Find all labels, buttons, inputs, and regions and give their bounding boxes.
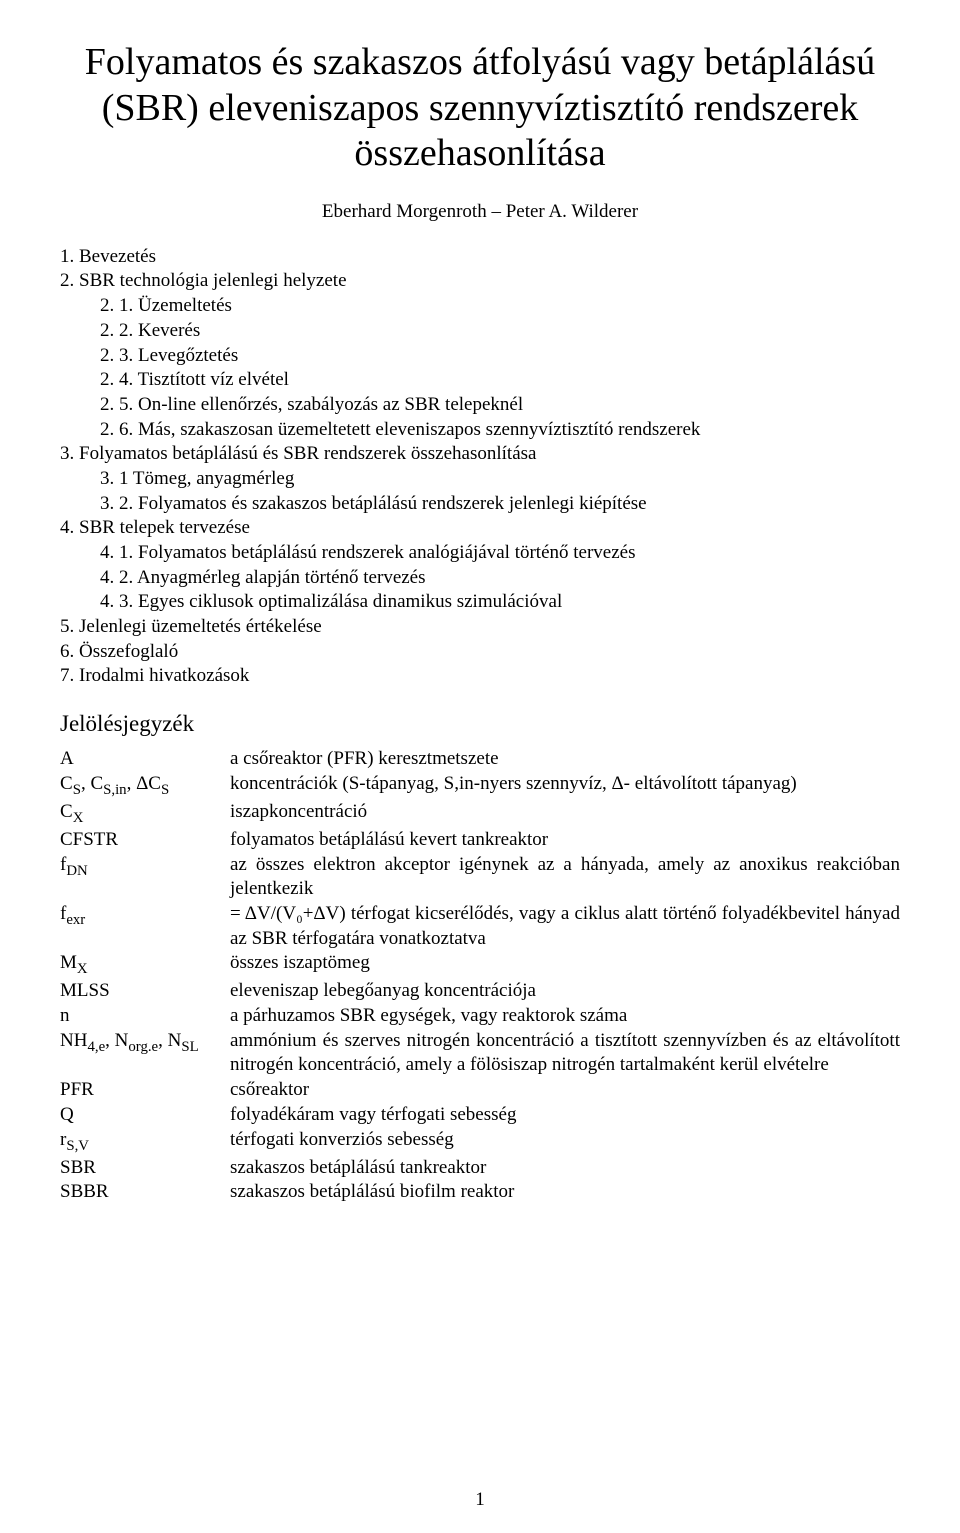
toc-item: 2. 1. Üzemeltetés xyxy=(100,294,900,319)
definition-text: összes iszaptömeg xyxy=(230,951,900,976)
toc-item: 3. 2. Folyamatos és szakaszos betáplálás… xyxy=(100,492,900,517)
toc-item: 4. 2. Anyagmérleg alapján történő tervez… xyxy=(100,566,900,591)
definition-row: fexr= ΔV/(V₀+ΔV) térfogat kicserélődés, … xyxy=(60,902,900,951)
definition-symbol: fexr xyxy=(60,902,230,930)
toc-item: 2. 6. Más, szakaszosan üzemeltetett elev… xyxy=(100,418,900,443)
definition-text: = ΔV/(V₀+ΔV) térfogat kicserélődés, vagy… xyxy=(230,902,900,951)
definition-row: PFRcsőreaktor xyxy=(60,1078,900,1103)
definition-text: szakaszos betáplálású biofilm reaktor xyxy=(230,1180,900,1205)
definition-symbol: MLSS xyxy=(60,979,230,1004)
toc-item: 5. Jelenlegi üzemeltetés értékelése xyxy=(60,615,900,640)
toc-item: 4. 1. Folyamatos betáplálású rendszerek … xyxy=(100,541,900,566)
definition-row: SBBRszakaszos betáplálású biofilm reakto… xyxy=(60,1180,900,1205)
definition-symbol: fDN xyxy=(60,853,230,881)
toc-item: 2. 3. Levegőztetés xyxy=(100,344,900,369)
definition-symbol: CFSTR xyxy=(60,828,230,853)
definition-text: folyadékáram vagy térfogati sebesség xyxy=(230,1103,900,1128)
definition-symbol: Q xyxy=(60,1103,230,1128)
definition-symbol: A xyxy=(60,747,230,772)
definition-text: csőreaktor xyxy=(230,1078,900,1103)
definition-row: MLSSeleveniszap lebegőanyag koncentráció… xyxy=(60,979,900,1004)
definition-row: SBRszakaszos betáplálású tankreaktor xyxy=(60,1156,900,1181)
definition-row: Aa csőreaktor (PFR) keresztmetszete xyxy=(60,747,900,772)
definition-text: eleveniszap lebegőanyag koncentrációja xyxy=(230,979,900,1004)
definition-symbol: n xyxy=(60,1004,230,1029)
definition-row: fDNaz összes elektron akceptor igénynek … xyxy=(60,853,900,902)
toc-item: 2. 2. Keverés xyxy=(100,319,900,344)
definition-row: Qfolyadékáram vagy térfogati sebesség xyxy=(60,1103,900,1128)
definition-symbol: MX xyxy=(60,951,230,979)
definition-symbol: SBBR xyxy=(60,1180,230,1205)
notation-heading: Jelölésjegyzék xyxy=(60,711,900,737)
definition-row: CS, CS,in, ΔCSkoncentrációk (S-tápanyag,… xyxy=(60,772,900,800)
definition-row: MXösszes iszaptömeg xyxy=(60,951,900,979)
authors-line: Eberhard Morgenroth – Peter A. Wilderer xyxy=(60,201,900,223)
definition-text: folyamatos betáplálású kevert tankreakto… xyxy=(230,828,900,853)
definition-text: koncentrációk (S-tápanyag, S,in-nyers sz… xyxy=(230,772,900,797)
toc-item: 2. 5. On-line ellenőrzés, szabályozás az… xyxy=(100,393,900,418)
toc-item: 2. 4. Tisztított víz elvétel xyxy=(100,368,900,393)
definition-text: ammónium és szerves nitrogén koncentráci… xyxy=(230,1029,900,1078)
definition-row: NH4,e, Norg.e, NSLammónium és szerves ni… xyxy=(60,1029,900,1078)
definition-symbol: rS,V xyxy=(60,1128,230,1156)
definition-symbol: PFR xyxy=(60,1078,230,1103)
definition-symbol: NH4,e, Norg.e, NSL xyxy=(60,1029,230,1057)
document-title: Folyamatos és szakaszos átfolyású vagy b… xyxy=(60,40,900,177)
definition-row: rS,Vtérfogati konverziós sebesség xyxy=(60,1128,900,1156)
definitions-list: Aa csőreaktor (PFR) keresztmetszeteCS, C… xyxy=(60,747,900,1205)
table-of-contents: 1. Bevezetés2. SBR technológia jelenlegi… xyxy=(60,245,900,689)
toc-item: 1. Bevezetés xyxy=(60,245,900,270)
definition-text: iszapkoncentráció xyxy=(230,800,900,825)
definition-symbol: SBR xyxy=(60,1156,230,1181)
toc-item: 3. 1 Tömeg, anyagmérleg xyxy=(100,467,900,492)
definition-text: a csőreaktor (PFR) keresztmetszete xyxy=(230,747,900,772)
definition-text: az összes elektron akceptor igénynek az … xyxy=(230,853,900,902)
definition-symbol: CX xyxy=(60,800,230,828)
toc-item: 4. 3. Egyes ciklusok optimalizálása dina… xyxy=(100,590,900,615)
definition-row: CXiszapkoncentráció xyxy=(60,800,900,828)
definition-text: térfogati konverziós sebesség xyxy=(230,1128,900,1153)
definition-row: CFSTRfolyamatos betáplálású kevert tankr… xyxy=(60,828,900,853)
toc-item: 4. SBR telepek tervezése xyxy=(60,516,900,541)
document-page: Folyamatos és szakaszos átfolyású vagy b… xyxy=(0,0,960,1533)
toc-item: 2. SBR technológia jelenlegi helyzete xyxy=(60,269,900,294)
definition-text: a párhuzamos SBR egységek, vagy reaktoro… xyxy=(230,1004,900,1029)
page-number: 1 xyxy=(0,1489,960,1511)
definition-symbol: CS, CS,in, ΔCS xyxy=(60,772,230,800)
toc-item: 7. Irodalmi hivatkozások xyxy=(60,664,900,689)
toc-item: 6. Összefoglaló xyxy=(60,640,900,665)
definition-row: na párhuzamos SBR egységek, vagy reaktor… xyxy=(60,1004,900,1029)
toc-item: 3. Folyamatos betáplálású és SBR rendsze… xyxy=(60,442,900,467)
definition-text: szakaszos betáplálású tankreaktor xyxy=(230,1156,900,1181)
